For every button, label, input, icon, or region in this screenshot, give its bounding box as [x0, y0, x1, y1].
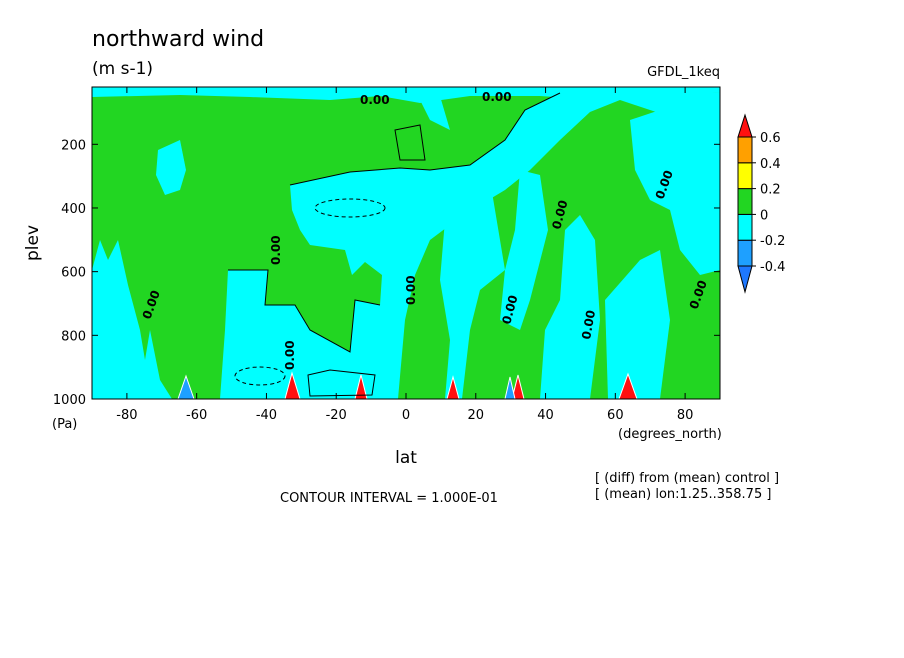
dataset-label: GFDL_1keq: [647, 65, 720, 80]
x-tick-label: 20: [468, 408, 485, 423]
contour-label: 0.00: [482, 90, 512, 104]
x-tick-label: 80: [677, 408, 694, 423]
colorbar-label: 0.6: [760, 131, 781, 146]
x-unit: (degrees_north): [618, 427, 722, 442]
note: [ (mean) lon:1.25..358.75 ]: [595, 487, 771, 502]
colorbar-box: [737, 188, 753, 215]
y-tick-label: 200: [61, 138, 86, 153]
x-tick-label: -20: [326, 408, 347, 423]
colorbar-label: 0.4: [760, 157, 781, 172]
colorbar-box: [737, 213, 753, 241]
level-region: [540, 215, 600, 399]
colorbar-label: 0: [760, 208, 768, 223]
footnote: CONTOUR INTERVAL = 1.000E-01: [280, 491, 498, 506]
y-tick-label: 400: [61, 202, 86, 217]
contour-line: [314, 198, 386, 218]
x-axis-label: lat: [395, 448, 417, 468]
contour-label: 0.00: [269, 235, 283, 265]
colorbar-arrow: [737, 265, 753, 294]
y-tick-label: 800: [61, 329, 86, 344]
y-tick-label: 600: [61, 266, 86, 281]
level-region: [420, 96, 450, 130]
contour-label: 0.00: [283, 340, 297, 370]
level-region: [92, 240, 172, 399]
y-axis-label: plev: [23, 225, 43, 261]
x-tick-label: 40: [537, 408, 554, 423]
x-tick-label: -40: [256, 408, 277, 423]
contour-label: 0.00: [579, 309, 598, 341]
colorbar-label: 0.2: [760, 183, 781, 198]
level-region: [500, 170, 548, 330]
contour-label: 0.00: [404, 275, 418, 305]
colorbar-label: -0.4: [760, 260, 785, 275]
level-region: [92, 87, 720, 103]
level-region: [440, 180, 505, 399]
x-tick-label: 0: [402, 408, 410, 423]
colorbar-label: -0.2: [760, 234, 785, 249]
contour-field: 0.00 0.00 0.00 0.00 0.00 0.00 0.00 0.00 …: [92, 87, 720, 400]
contour-lines: [228, 92, 561, 397]
contour-line: [234, 366, 286, 386]
x-tick-label: 60: [607, 408, 624, 423]
level-region: [220, 92, 720, 399]
y-unit: (Pa): [52, 417, 77, 432]
x-tick-label: -80: [116, 408, 137, 423]
cyan-regions: [92, 87, 720, 399]
contour-line: [307, 369, 376, 397]
contour-line: [289, 92, 561, 186]
level-region: [605, 250, 670, 399]
note: [ (diff) from (mean) control ]: [595, 471, 779, 486]
x-tick-label: -60: [186, 408, 207, 423]
colorbar-box: [737, 136, 753, 164]
level-region: [630, 105, 720, 275]
contour-line: [394, 124, 426, 161]
chart-subtitle: (m s-1): [92, 59, 153, 79]
colorbar-box: [737, 239, 753, 267]
contour-label: 0.00: [360, 93, 390, 107]
colorbar-box: [737, 162, 753, 190]
chart-title: northward wind: [92, 27, 264, 52]
contour-line: [228, 269, 381, 353]
y-tick-label: 1000: [53, 393, 86, 408]
level-region: [156, 140, 186, 195]
